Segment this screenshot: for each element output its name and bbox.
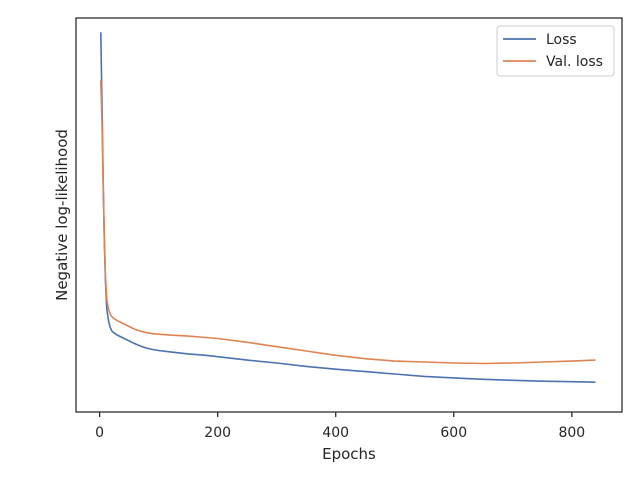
x-tick-label: 600 <box>440 425 467 441</box>
series-lines <box>100 32 596 383</box>
x-tick-label: 800 <box>558 425 585 441</box>
y-axis-label: Negative log-likelihood <box>53 129 71 301</box>
x-tick-label: 0 <box>95 425 104 441</box>
x-axis-ticks: 0 200 400 600 800 <box>95 412 585 441</box>
legend-label-val-loss: Val. loss <box>546 54 603 70</box>
series-line-val-loss <box>100 80 596 365</box>
x-tick-label: 200 <box>204 425 231 441</box>
legend-label-loss: Loss <box>546 32 577 48</box>
plot-frame <box>75 17 623 413</box>
series-line-loss <box>100 32 596 383</box>
x-tick-label: 400 <box>322 425 349 441</box>
x-axis-label: Epochs <box>322 445 376 463</box>
plot-background <box>76 18 622 412</box>
legend: Loss Val. loss <box>496 25 615 77</box>
